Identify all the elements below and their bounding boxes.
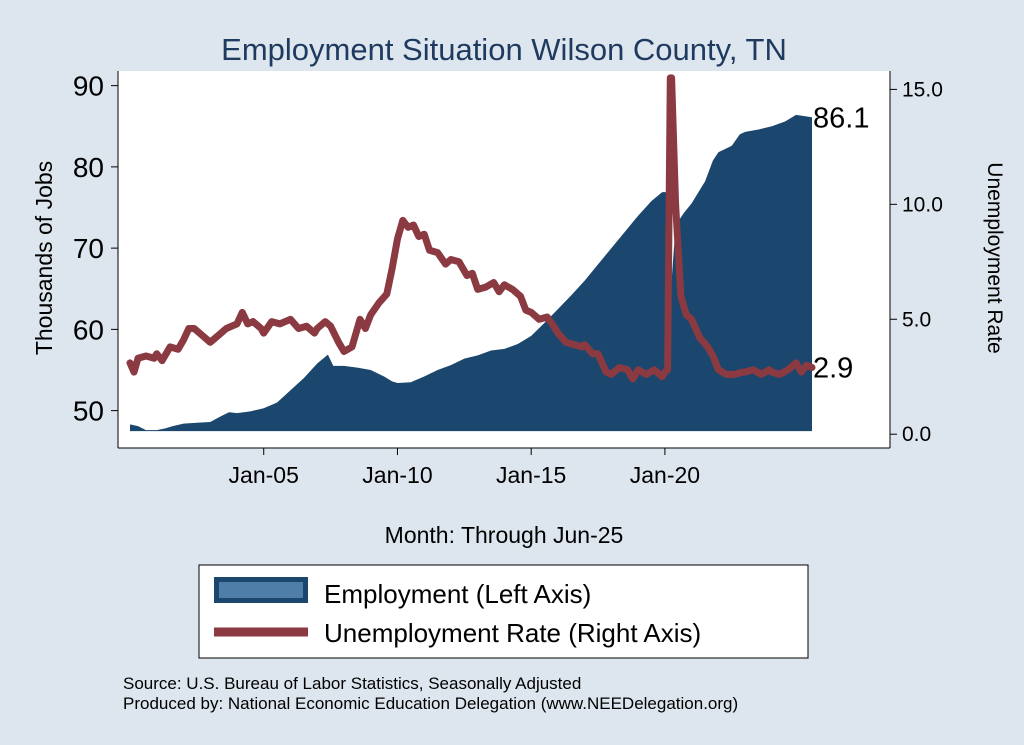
y-right-tick-label-1: 5.0 <box>902 308 931 331</box>
producer-note: Produced by: National Economic Education… <box>123 694 738 713</box>
unemployment-line-layer <box>126 74 816 383</box>
y-left-tick-label-2: 70 <box>73 233 104 264</box>
y-right-tick-label-3: 15.0 <box>902 78 943 101</box>
x-tick-label-2: Jan-15 <box>496 462 566 488</box>
chart-title: Employment Situation Wilson County, TN <box>221 32 787 67</box>
x-tick-label-1: Jan-10 <box>362 462 432 488</box>
y-right-tick-label-2: 10.0 <box>902 193 943 216</box>
employment-end-label: 86.1 <box>813 102 869 134</box>
source-note: Source: U.S. Bureau of Labor Statistics,… <box>123 674 581 693</box>
y-right-tick-label-0: 0.0 <box>902 423 931 446</box>
unemployment-end-label: 2.9 <box>813 353 853 385</box>
employment-area <box>130 114 812 432</box>
x-tick-label-0: Jan-05 <box>229 462 299 488</box>
unemployment-line <box>126 74 816 383</box>
y-left-tick-label-3: 80 <box>73 152 104 183</box>
y-left-tick-label-0: 50 <box>73 396 104 427</box>
legend-employment-label: Employment (Left Axis) <box>324 579 591 609</box>
y-left-label: Thousands of Jobs <box>31 161 57 355</box>
y-right-label: Unemployment Rate <box>983 162 1006 353</box>
legend-employment-swatch-inner <box>219 582 303 598</box>
employment-area-layer <box>130 114 812 432</box>
y-left-tick-label-1: 60 <box>73 314 104 345</box>
legend-unemployment-label: Unemployment Rate (Right Axis) <box>324 618 701 648</box>
x-axis-label: Month: Through Jun-25 <box>385 522 624 548</box>
y-left-tick-label-4: 90 <box>73 71 104 102</box>
legend: Employment (Left Axis) Unemployment Rate… <box>198 564 809 659</box>
x-tick-label-3: Jan-20 <box>630 462 700 488</box>
axis-ticks: Jan-05 Jan-10 Jan-15 Jan-20 50 60 70 80 90 0.0 5.0… <box>73 71 943 488</box>
